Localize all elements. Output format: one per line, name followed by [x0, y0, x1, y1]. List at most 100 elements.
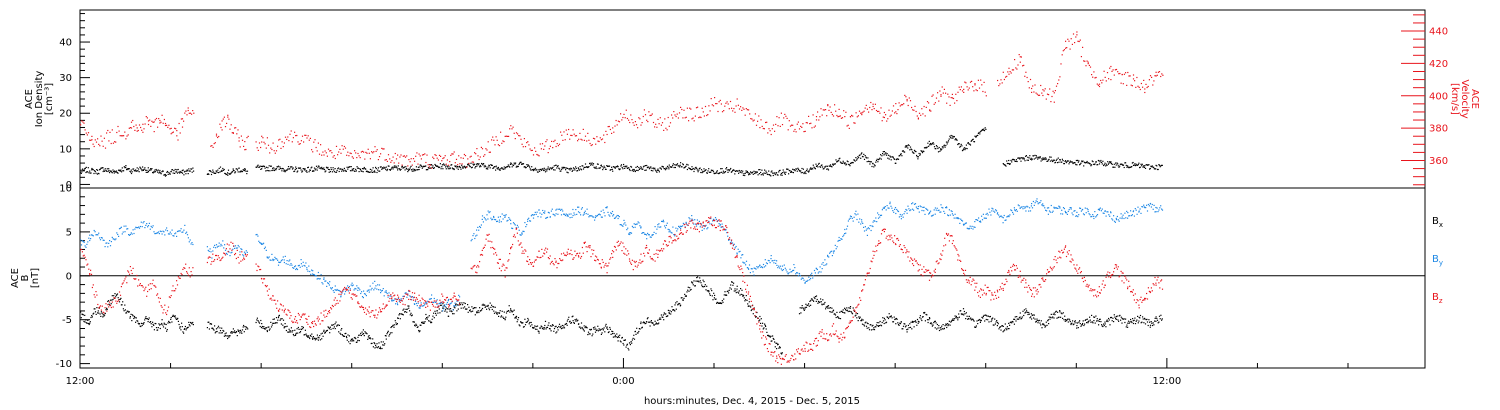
data-point: [554, 139, 556, 141]
data-point: [878, 322, 880, 324]
data-point: [410, 312, 412, 314]
data-point: [331, 171, 333, 173]
data-point: [657, 224, 659, 226]
data-point: [1142, 316, 1144, 318]
data-point: [158, 118, 160, 120]
data-point: [949, 135, 951, 137]
data-point: [321, 168, 323, 170]
data-point: [1149, 324, 1152, 326]
data-point: [301, 170, 304, 172]
data-point: [868, 329, 871, 331]
data-point: [530, 149, 532, 152]
data-point: [286, 169, 288, 171]
data-point: [1042, 89, 1044, 91]
data-point: [431, 321, 433, 324]
data-point: [363, 168, 365, 170]
data-point: [975, 136, 977, 138]
data-point: [576, 320, 578, 322]
data-point: [940, 149, 942, 151]
data-point: [992, 324, 994, 326]
data-point: [1134, 80, 1136, 82]
data-point: [805, 122, 807, 124]
data-point: [965, 318, 967, 320]
data-point: [643, 109, 645, 111]
data-point: [255, 141, 257, 143]
data-point: [331, 324, 333, 326]
data-point: [1149, 326, 1151, 328]
data-point: [236, 331, 238, 333]
data-point: [665, 315, 667, 318]
data-point: [721, 111, 724, 113]
data-point: [321, 332, 323, 334]
data-point: [377, 347, 379, 349]
data-point: [287, 263, 289, 265]
data-point: [171, 315, 174, 317]
data-point: [919, 153, 921, 155]
data-point: [905, 145, 907, 147]
data-point: [82, 241, 84, 243]
data-point: [1033, 91, 1035, 93]
data-point: [839, 157, 841, 159]
data-point: [400, 154, 402, 156]
data-point: [504, 216, 506, 218]
data-point: [111, 295, 113, 297]
data-point: [825, 109, 827, 111]
data-point: [364, 158, 366, 160]
data-point: [403, 308, 405, 310]
data-point: [644, 233, 646, 235]
data-point: [97, 234, 99, 236]
data-point: [837, 116, 839, 118]
data-point: [260, 146, 262, 149]
data-point: [108, 303, 110, 305]
data-point: [906, 329, 908, 331]
data-point: [546, 217, 548, 219]
data-point: [458, 294, 460, 296]
data-point: [498, 169, 501, 171]
data-point: [842, 160, 844, 162]
data-point: [179, 327, 181, 329]
data-point: [184, 224, 186, 226]
data-point: [624, 339, 626, 341]
data-point: [667, 228, 669, 230]
data-point: [189, 325, 191, 327]
data-point: [493, 312, 496, 314]
data-point: [229, 173, 232, 175]
data-point: [1098, 320, 1100, 322]
data-point: [131, 320, 133, 322]
data-point: [1092, 322, 1094, 324]
data-point: [343, 170, 345, 172]
data-point: [1131, 162, 1133, 164]
data-point: [942, 147, 944, 149]
data-point: [724, 291, 726, 293]
data-point: [374, 171, 376, 173]
data-point: [277, 166, 279, 168]
data-point: [933, 322, 935, 324]
data-point: [845, 164, 847, 166]
data-point: [904, 94, 906, 96]
data-point: [334, 289, 336, 291]
data-point: [519, 161, 521, 163]
data-point: [773, 172, 775, 174]
data-point: [1115, 317, 1117, 320]
data-point: [726, 101, 728, 103]
data-point: [144, 123, 146, 125]
data-point: [154, 171, 157, 173]
data-point: [546, 326, 549, 328]
data-point: [147, 171, 149, 173]
data-point: [551, 167, 553, 169]
data-point: [714, 298, 716, 300]
data-point: [392, 300, 394, 302]
data-point: [162, 326, 165, 328]
data-point: [641, 232, 643, 234]
data-point: [107, 170, 109, 173]
data-point: [1099, 161, 1101, 163]
data-point: [865, 104, 867, 106]
data-point: [820, 301, 822, 303]
data-point: [1021, 316, 1023, 318]
data-point: [360, 334, 362, 337]
data-point: [80, 172, 82, 174]
data-point: [930, 144, 932, 146]
data-point: [893, 316, 895, 318]
data-point: [677, 117, 679, 119]
